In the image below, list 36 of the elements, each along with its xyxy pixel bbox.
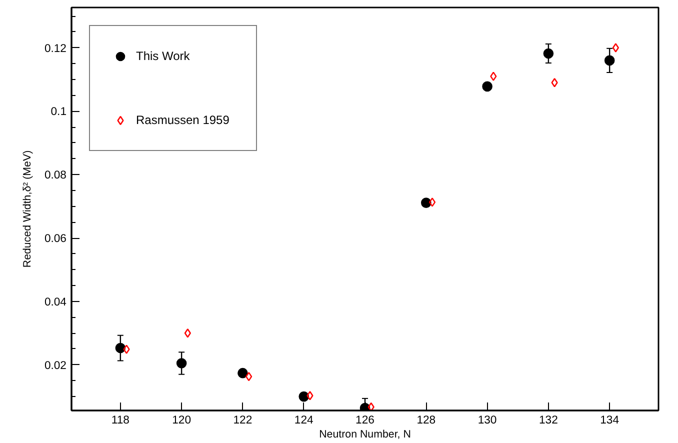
point bbox=[238, 368, 248, 378]
y-axis-title: Reduced Width,δ² (MeV) bbox=[21, 150, 34, 268]
legend-label: This Work bbox=[136, 49, 191, 63]
y-tick-label: 0.12 bbox=[44, 42, 67, 55]
point bbox=[298, 391, 310, 402]
x-axis-title: Neutron Number, N bbox=[319, 428, 411, 440]
point bbox=[176, 358, 187, 368]
point bbox=[490, 72, 497, 81]
x-tick-label: 128 bbox=[416, 414, 436, 426]
point bbox=[420, 198, 432, 208]
point bbox=[604, 55, 615, 66]
x-tick-label: 120 bbox=[172, 414, 192, 426]
point bbox=[115, 342, 126, 354]
legend-label: Rasmussen 1959 bbox=[136, 113, 230, 127]
y-tick-label: 0.02 bbox=[44, 360, 67, 372]
y-tick-label: 0.08 bbox=[44, 170, 67, 182]
point bbox=[543, 48, 554, 59]
point bbox=[612, 43, 620, 52]
x-tick-label: 118 bbox=[111, 414, 130, 426]
x-tick-label: 124 bbox=[294, 414, 314, 426]
x-tick-label: 130 bbox=[478, 414, 497, 426]
x-tick-label: 132 bbox=[538, 414, 558, 426]
y-tick-label: 0.04 bbox=[44, 296, 67, 308]
x-tick-label: 122 bbox=[233, 414, 252, 426]
point bbox=[368, 402, 374, 410]
point bbox=[306, 390, 314, 400]
x-tick-label: 134 bbox=[600, 414, 620, 426]
point bbox=[246, 372, 252, 382]
point bbox=[428, 198, 436, 207]
point bbox=[123, 344, 130, 354]
x-tick-label: 126 bbox=[356, 414, 374, 426]
point bbox=[184, 328, 191, 338]
point bbox=[551, 78, 558, 88]
y-tick-label: 0.1 bbox=[50, 106, 66, 118]
y-tick-label: 0.06 bbox=[44, 233, 67, 246]
point bbox=[482, 81, 492, 92]
